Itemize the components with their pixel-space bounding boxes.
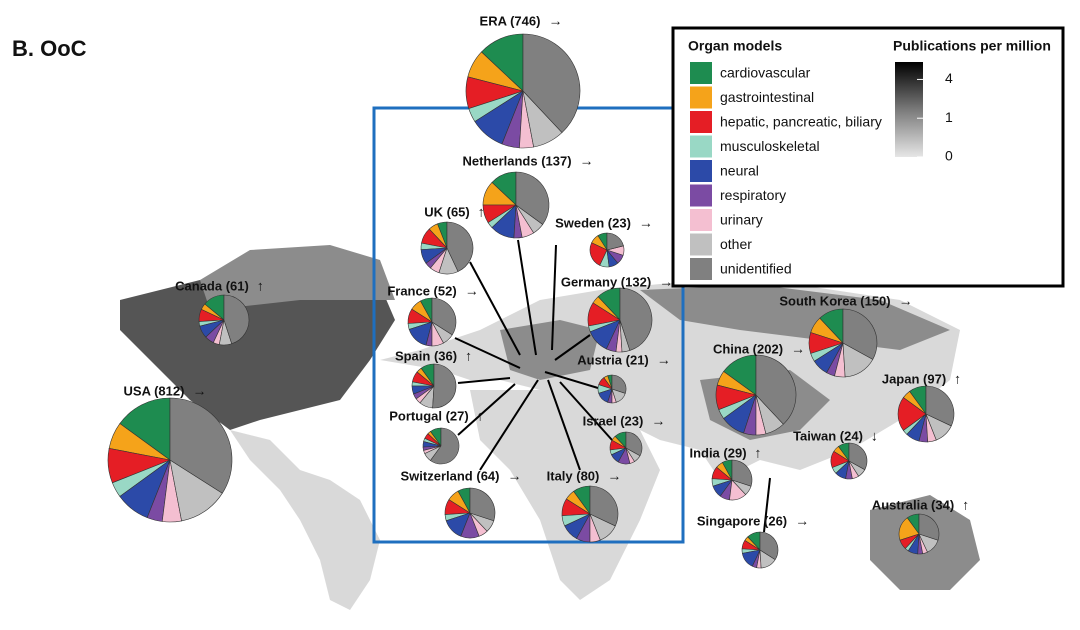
pie-slice xyxy=(446,221,474,272)
pie-slice xyxy=(119,397,171,461)
pie-label: India (29) xyxy=(689,445,746,460)
colorbar-title: Publications per million xyxy=(893,38,1051,54)
trend-arrow: → xyxy=(795,513,809,529)
pie-label: Spain (36) xyxy=(395,348,457,363)
trend-arrow: → xyxy=(607,468,621,484)
pie-label: Taiwan (24) xyxy=(793,428,863,443)
pie-slice xyxy=(925,385,955,427)
pie-label: Netherlands (137) xyxy=(462,153,571,168)
pie-slice xyxy=(848,442,868,471)
colorbar-tick-label: 0 xyxy=(945,148,953,164)
legend-swatch xyxy=(690,111,712,133)
legend-label: cardiovascular xyxy=(720,65,811,81)
pie-label: Singapore (26) xyxy=(697,513,787,528)
pie-slice xyxy=(522,33,581,133)
pie-slice xyxy=(918,513,940,541)
trend-arrow: ↑ xyxy=(257,278,264,294)
legend-label: respiratory xyxy=(720,187,786,203)
trend-arrow: ↑ xyxy=(477,408,484,424)
legend-swatch xyxy=(690,135,712,158)
legend-swatch xyxy=(690,62,712,84)
legend-title: Organ models xyxy=(688,38,782,54)
legend-label: hepatic, pancreatic, biliary xyxy=(720,114,882,130)
pie-slice xyxy=(625,431,643,457)
legend-swatch xyxy=(690,233,712,256)
pie-slice xyxy=(755,354,797,425)
leader-lines xyxy=(454,239,771,533)
trend-arrow: → xyxy=(659,274,673,290)
trend-arrow: → xyxy=(507,468,521,484)
pie-slice xyxy=(469,487,496,522)
pie-slice xyxy=(619,287,653,351)
trend-arrow: → xyxy=(192,383,206,399)
pie-label: Italy (80) xyxy=(547,468,600,483)
trend-arrow: → xyxy=(465,283,479,299)
pie-label: UK (65) xyxy=(424,204,470,219)
trend-arrow: ↑ xyxy=(755,445,762,461)
trend-arrow: ↑ xyxy=(465,348,472,364)
legend-label: neural xyxy=(720,163,759,179)
trend-arrow: ↓ xyxy=(871,428,878,444)
pie-label: France (52) xyxy=(387,283,456,298)
legend-label: urinary xyxy=(720,212,763,228)
pie-slice xyxy=(731,459,753,487)
pie-slice xyxy=(223,294,250,345)
colorbar-tick-label: 4 xyxy=(945,70,953,86)
pie-label: Germany (132) xyxy=(561,274,651,289)
pie-label: China (202) xyxy=(713,341,783,356)
pie-slice xyxy=(606,232,624,251)
pie-label: Sweden (23) xyxy=(555,215,631,230)
legend-swatch xyxy=(690,160,712,182)
pie-slice xyxy=(842,308,878,360)
pie-slice xyxy=(515,171,550,225)
colorbar xyxy=(895,62,923,157)
pie-label: South Korea (150) xyxy=(779,293,890,308)
pie-slice xyxy=(611,374,627,394)
pie-label: Japan (97) xyxy=(882,371,946,386)
pie-label: Israel (23) xyxy=(583,413,644,428)
trend-arrow: → xyxy=(657,352,671,368)
pie-label: Switzerland (64) xyxy=(401,468,500,483)
legend-label: musculoskeletal xyxy=(720,138,820,154)
trend-arrow: → xyxy=(651,413,665,429)
legend-box xyxy=(671,26,1065,288)
chart-title: B. OoC xyxy=(12,36,87,61)
trend-arrow: → xyxy=(580,153,594,169)
colorbar-tick-label: 1 xyxy=(945,109,953,125)
trend-arrow: ↑ xyxy=(478,204,485,220)
pie-slice xyxy=(431,297,457,336)
trend-arrow: ↑ xyxy=(954,371,961,387)
pie-slice xyxy=(430,427,460,465)
trend-arrow: ↑ xyxy=(962,497,969,513)
pie-slice xyxy=(589,485,619,527)
pie-label: Austria (21) xyxy=(577,352,649,367)
legend-label: gastrointestinal xyxy=(720,89,814,105)
pie-label: Portugal (27) xyxy=(389,408,468,423)
trend-arrow: → xyxy=(899,293,913,309)
trend-arrow: → xyxy=(791,341,805,357)
pie-slice xyxy=(432,363,457,409)
trend-arrow: → xyxy=(639,215,653,231)
pie-slice xyxy=(759,531,779,561)
legend-swatch xyxy=(690,86,712,109)
pie-label: Canada (61) xyxy=(175,278,249,293)
trend-arrow: → xyxy=(548,13,562,29)
legend-swatch xyxy=(690,258,712,280)
pie-label: USA (812) xyxy=(124,383,185,398)
pie-label: Australia (34) xyxy=(872,497,954,512)
legend-label: unidentified xyxy=(720,261,792,277)
pie-slice xyxy=(169,397,233,494)
legend-swatch xyxy=(690,184,712,207)
pie-label: ERA (746) xyxy=(480,13,541,28)
legend-swatch xyxy=(690,209,712,231)
legend-label: other xyxy=(720,236,752,252)
